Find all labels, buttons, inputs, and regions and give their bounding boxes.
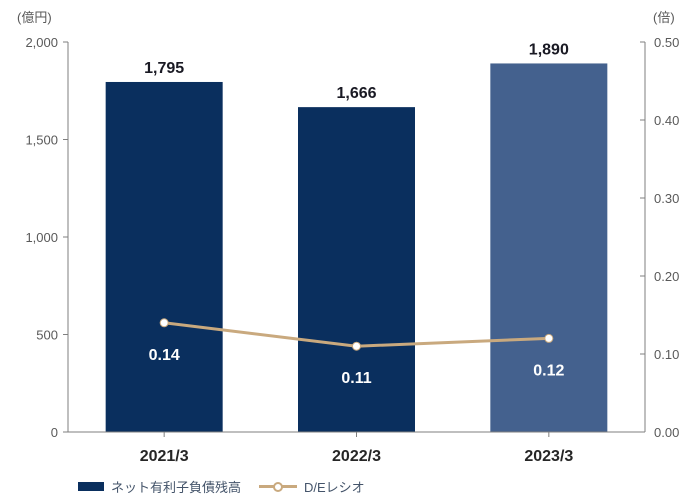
- right-axis-unit-label: (倍): [653, 10, 675, 25]
- legend-item-de-ratio: D/Eレシオ: [259, 477, 365, 496]
- x-axis-label-2021/3: 2021/3: [140, 448, 189, 465]
- x-axis-label-2022/3: 2022/3: [332, 448, 381, 465]
- marker-dot-icon: [273, 482, 284, 492]
- line-marker-swatch-icon: [259, 482, 298, 492]
- legend-label-de-ratio: D/Eレシオ: [304, 480, 365, 495]
- right-axis-tick-label: 0.50: [654, 35, 679, 50]
- legend: ネット有利子負債残高 D/Eレシオ: [78, 477, 365, 496]
- legend-label-net-debt: ネット有利子負債残高: [111, 480, 242, 495]
- left-axis-tick-label: 500: [36, 328, 58, 343]
- bar-2023/3: [490, 63, 608, 432]
- left-axis-tick-label: 0: [51, 425, 58, 440]
- right-axis-tick-label: 0.10: [654, 347, 679, 362]
- left-axis-tick-label: 2,000: [25, 35, 58, 50]
- bar-2022/3: [298, 107, 415, 432]
- legend-item-net-debt: ネット有利子負債残高: [78, 477, 241, 496]
- right-axis-tick-label: 0.40: [654, 113, 679, 128]
- bar-2021/3: [105, 81, 223, 432]
- right-axis-tick-label: 0.00: [654, 425, 679, 440]
- line-value-label-2021/3: 0.14: [149, 347, 180, 364]
- bar-value-label-2021/3: 1,795: [144, 60, 184, 77]
- line-value-label-2022/3: 0.11: [341, 370, 371, 387]
- left-axis-tick-label: 1,500: [25, 133, 58, 148]
- right-axis-tick-label: 0.30: [654, 191, 679, 206]
- left-axis-tick-label: 1,000: [25, 230, 58, 245]
- bar-value-label-2023/3: 1,890: [529, 41, 569, 58]
- line-value-label-2023/3: 0.12: [533, 362, 564, 379]
- line-marker-2023/3: [544, 333, 554, 343]
- right-axis-tick-label: 0.20: [654, 269, 679, 284]
- bar-swatch-icon: [78, 482, 104, 491]
- line-marker-2021/3: [159, 318, 169, 328]
- left-axis-unit-label: (億円): [17, 10, 52, 25]
- line-marker-2022/3: [352, 341, 361, 351]
- bar-value-label-2022/3: 1,666: [336, 85, 376, 102]
- x-axis-label-2023/3: 2023/3: [524, 448, 573, 465]
